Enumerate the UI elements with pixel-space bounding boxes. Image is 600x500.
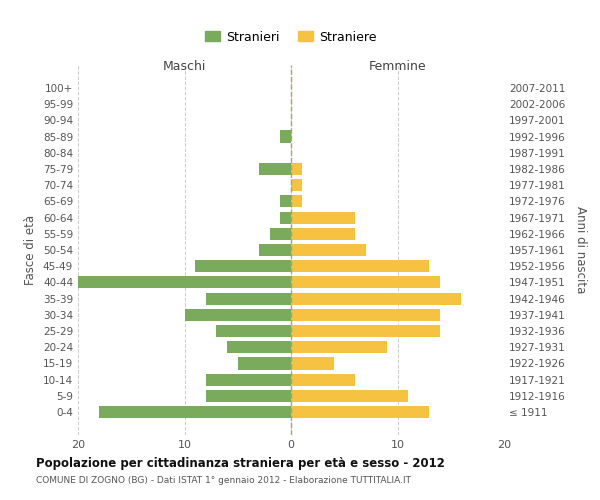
Text: COMUNE DI ZOGNO (BG) - Dati ISTAT 1° gennaio 2012 - Elaborazione TUTTITALIA.IT: COMUNE DI ZOGNO (BG) - Dati ISTAT 1° gen… — [36, 476, 411, 485]
Text: Maschi: Maschi — [163, 60, 206, 74]
Bar — [291, 341, 387, 353]
Bar — [270, 228, 291, 240]
Bar — [78, 276, 291, 288]
Bar — [280, 130, 291, 142]
Bar — [291, 260, 430, 272]
Bar — [238, 358, 291, 370]
Bar — [206, 390, 291, 402]
Bar — [291, 406, 430, 418]
Y-axis label: Anni di nascita: Anni di nascita — [574, 206, 587, 294]
Bar — [195, 260, 291, 272]
Bar — [280, 196, 291, 207]
Bar — [99, 406, 291, 418]
Bar — [227, 341, 291, 353]
Bar — [291, 179, 302, 191]
Bar — [185, 309, 291, 321]
Bar — [291, 374, 355, 386]
Bar — [291, 292, 461, 304]
Bar — [259, 163, 291, 175]
Bar — [291, 325, 440, 337]
Bar — [206, 292, 291, 304]
Bar — [291, 358, 334, 370]
Bar — [291, 276, 440, 288]
Bar — [206, 374, 291, 386]
Text: Popolazione per cittadinanza straniera per età e sesso - 2012: Popolazione per cittadinanza straniera p… — [36, 458, 445, 470]
Bar — [280, 212, 291, 224]
Bar — [291, 228, 355, 240]
Bar — [291, 309, 440, 321]
Y-axis label: Fasce di età: Fasce di età — [25, 215, 37, 285]
Bar — [291, 196, 302, 207]
Bar — [291, 390, 408, 402]
Text: Femmine: Femmine — [368, 60, 427, 74]
Bar — [217, 325, 291, 337]
Legend: Stranieri, Straniere: Stranieri, Straniere — [201, 27, 381, 48]
Bar — [259, 244, 291, 256]
Bar — [291, 212, 355, 224]
Bar — [291, 244, 365, 256]
Bar — [291, 163, 302, 175]
